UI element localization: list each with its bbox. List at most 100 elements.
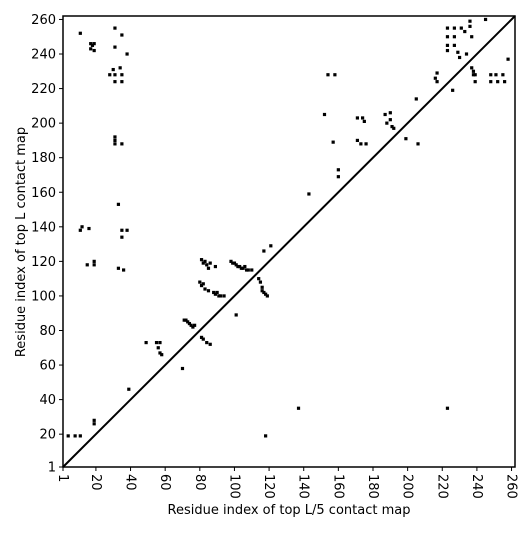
contact-point: [203, 287, 207, 291]
contact-point: [260, 289, 264, 293]
contact-point: [388, 111, 392, 115]
contact-point: [186, 320, 190, 324]
contact-point: [113, 26, 117, 30]
contact-point: [296, 406, 301, 410]
contact-point: [239, 266, 243, 270]
contact-point: [189, 323, 193, 327]
y-tick-label: 20: [39, 428, 56, 443]
contact-point: [331, 140, 335, 144]
contact-point: [250, 268, 254, 272]
contact-point: [206, 289, 211, 293]
contact-point: [156, 346, 160, 350]
contact-point: [113, 80, 117, 84]
x-tick-label: 160: [330, 474, 345, 499]
contact-point: [92, 263, 96, 267]
contact-point: [262, 249, 266, 253]
contact-point: [203, 259, 207, 263]
y-tick-label: 240: [31, 48, 56, 63]
contact-point: [144, 340, 148, 345]
contact-point: [506, 57, 510, 61]
y-tick-label: 1: [48, 461, 56, 476]
contact-point: [452, 26, 456, 30]
contact-point: [445, 26, 450, 30]
contact-point: [80, 225, 84, 229]
contact-point: [433, 76, 437, 80]
contact-point: [201, 337, 205, 341]
y-tick-label: 60: [39, 359, 56, 374]
x-tick-label: 260: [504, 474, 519, 499]
contact-point: [246, 268, 250, 272]
contact-point: [78, 228, 82, 232]
contact-point: [473, 73, 477, 77]
contact-point: [184, 318, 188, 322]
contact-point: [160, 353, 164, 357]
contact-point: [92, 42, 96, 46]
contact-point: [257, 277, 261, 281]
contact-point: [265, 294, 269, 298]
contact-point: [494, 73, 498, 77]
contact-point: [120, 80, 124, 84]
contact-point: [361, 116, 365, 120]
contact-point: [383, 112, 387, 117]
contact-point: [66, 434, 70, 438]
contact-point: [78, 434, 82, 438]
x-tick-label: 140: [296, 474, 311, 499]
x-tick-label: 60: [157, 474, 172, 491]
contact-point: [229, 259, 233, 263]
contact-point: [198, 280, 202, 284]
contact-point: [193, 323, 197, 327]
contact-point: [468, 19, 472, 23]
contact-point: [122, 268, 126, 272]
contact-point: [385, 121, 389, 125]
contact-point: [213, 292, 217, 296]
contact-point: [258, 280, 263, 284]
x-tick-label: 220: [434, 474, 449, 499]
contact-point: [264, 434, 268, 438]
contact-point: [238, 264, 242, 269]
x-tick-label: 20: [88, 474, 103, 491]
contact-point: [463, 29, 467, 34]
contact-point: [416, 142, 420, 146]
contact-point: [215, 290, 219, 295]
x-tick-label: 200: [400, 474, 415, 499]
y-tick-label: 160: [31, 186, 56, 201]
contact-point: [116, 266, 121, 270]
contact-point: [483, 17, 488, 22]
contact-point: [470, 66, 474, 70]
contact-point: [451, 88, 455, 92]
contact-point: [232, 261, 237, 265]
y-tick-label: 80: [39, 324, 56, 339]
contact-point: [120, 33, 124, 37]
contact-point: [125, 52, 129, 56]
contact-point: [489, 80, 493, 84]
x-tick-label: 180: [365, 474, 380, 499]
contact-point: [459, 26, 463, 30]
contact-point: [231, 261, 235, 265]
contact-point: [471, 69, 476, 73]
contact-point: [445, 43, 450, 47]
contact-point: [217, 294, 221, 298]
contact-point: [113, 45, 117, 49]
contact-point: [364, 142, 368, 146]
contact-point: [127, 387, 131, 391]
contact-point: [73, 434, 77, 438]
contact-point: [113, 142, 117, 146]
contact-point: [234, 263, 238, 267]
contact-point: [116, 202, 121, 206]
y-tick-label: 100: [31, 289, 56, 304]
contact-point: [199, 335, 204, 340]
diagonal: [62, 15, 516, 468]
y-tick-label: 140: [31, 220, 56, 235]
contact-point: [187, 321, 192, 326]
contact-point: [87, 226, 91, 231]
contact-point: [392, 126, 396, 130]
contact-point: [336, 168, 340, 172]
plot-frame: [62, 15, 516, 468]
contact-point: [158, 340, 162, 345]
contact-point: [435, 71, 439, 75]
contact-point: [113, 73, 117, 77]
contact-point: [471, 73, 476, 77]
x-tick-label: 80: [192, 474, 207, 491]
contact-point: [120, 142, 124, 146]
contact-point: [236, 264, 240, 269]
